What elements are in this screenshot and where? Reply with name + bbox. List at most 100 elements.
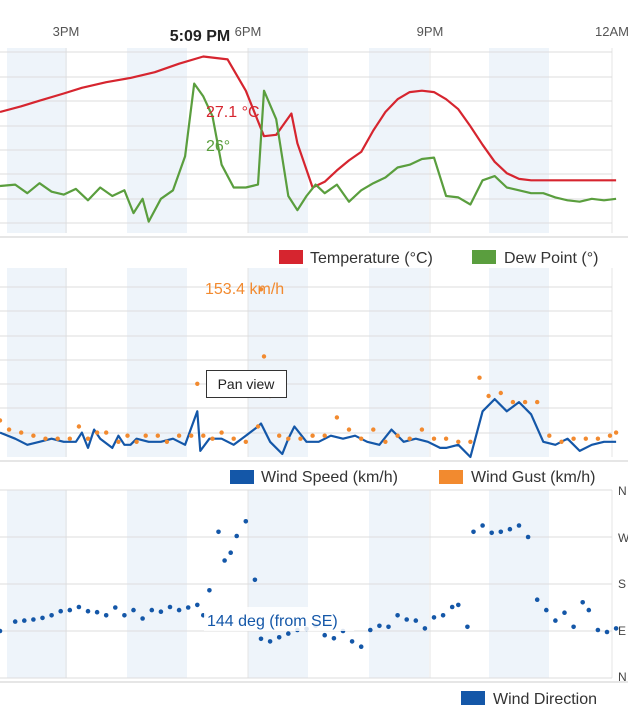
wind-gust-point <box>104 430 109 435</box>
wind-direction-point <box>525 534 531 540</box>
wind-gust-point <box>85 436 91 441</box>
wind-direction-point <box>185 605 191 610</box>
wind-direction-point <box>489 530 495 536</box>
crosshair-label: 5:09 PM <box>166 22 234 46</box>
wind-direction-point <box>176 607 182 613</box>
wind-gust-point <box>243 439 248 444</box>
wind-gust-point <box>0 418 3 423</box>
x-tick-label: 3PM <box>53 24 80 39</box>
wind-direction-point <box>422 626 428 631</box>
wind-direction-point <box>404 617 410 622</box>
wind-gust-point <box>298 436 303 441</box>
wind-gust-point <box>210 436 215 441</box>
wind-direction-point <box>516 523 522 528</box>
wind-direction-point <box>40 615 45 621</box>
wind-gust-point <box>255 424 261 429</box>
wind-direction-point <box>480 523 485 528</box>
wind-gust-point <box>310 433 315 438</box>
wind-direction-point <box>604 629 610 635</box>
wind-gust-point <box>535 399 540 405</box>
wind-direction-point <box>358 644 364 649</box>
wind-direction-point <box>286 631 291 636</box>
wind-direction-point <box>103 613 109 618</box>
pan-view-tooltip: Pan view <box>206 370 287 398</box>
wind-gust-point <box>498 390 503 396</box>
wind-gust-point <box>189 433 194 438</box>
wind-direction-point <box>94 609 100 615</box>
wind-direction-value-label: 144 deg (from SE) <box>207 613 338 630</box>
wind-direction-point <box>431 615 437 620</box>
wind-direction-point <box>258 636 264 642</box>
wind-direction-point <box>571 624 576 630</box>
legend-swatch-dew-point <box>472 250 496 264</box>
wind-direction-point <box>228 550 233 555</box>
wind-direction-point <box>331 636 337 641</box>
wind-direction-point <box>580 600 585 605</box>
direction-axis: N W S E N <box>618 484 628 684</box>
wind-gust-point <box>125 433 130 438</box>
wind-gust-point <box>31 433 36 438</box>
legend-label-dew-point: Dew Point (°) <box>504 250 598 267</box>
direction-tick-label: W <box>618 531 628 545</box>
wind-gust-point <box>201 433 206 438</box>
legend-swatch-temperature <box>279 250 303 264</box>
x-tick-label: 12AM <box>595 24 628 39</box>
wind-direction-point <box>595 627 601 633</box>
wind-direction-point <box>195 602 200 608</box>
wind-gust-point <box>456 439 461 444</box>
wind-direction-point <box>131 607 136 613</box>
wind-direction-point <box>498 529 504 535</box>
temperature-line <box>0 55 617 189</box>
wind-gust-point <box>607 433 613 438</box>
legend-label-wind-gust: Wind Gust (km/h) <box>471 469 595 486</box>
wind-direction-point <box>49 613 54 618</box>
wind-gust-point <box>383 439 388 444</box>
wind-gust-point <box>613 430 619 435</box>
legend-swatch-wind-speed <box>230 470 254 484</box>
wind-direction-point <box>267 639 273 644</box>
time-label-background <box>166 22 234 46</box>
wind-gust-point <box>219 430 224 435</box>
wind-direction-point <box>58 608 63 614</box>
direction-panel <box>0 519 619 649</box>
x-tick-label: 6PM <box>235 24 262 39</box>
wind-direction-point <box>276 635 282 640</box>
wind-gust-point <box>547 433 552 438</box>
wind-direction-point <box>386 624 391 630</box>
wind-direction-point <box>122 613 127 618</box>
wind-direction-point <box>252 577 258 583</box>
wind-gust-point <box>277 433 282 438</box>
wind-gust-point <box>195 381 200 386</box>
wind-direction-point <box>31 617 36 622</box>
wind-gust-point <box>371 427 376 432</box>
wind-direction-point <box>216 529 221 535</box>
wind-direction-point <box>149 607 155 613</box>
legend-label-temperature: Temperature (°C) <box>310 250 433 267</box>
wind-panel <box>0 287 619 459</box>
wind-direction-point <box>140 616 145 621</box>
wind-gust-point <box>43 436 48 441</box>
time-label: 5:09 PM <box>170 28 230 45</box>
wind-gust-point <box>261 354 267 359</box>
wind-direction-point <box>471 529 476 535</box>
legend-label-wind-direction: Wind Direction <box>493 691 597 708</box>
direction-tick-label: S <box>618 577 626 591</box>
shaded-band <box>7 268 67 457</box>
wind-direction-point <box>586 607 592 613</box>
x-axis-ticks: 3PM 6PM 9PM 12AM <box>53 24 628 39</box>
legends: Temperature (°C) Dew Point (°) Wind Spee… <box>230 250 598 708</box>
legend-swatch-wind-gust <box>439 470 463 484</box>
wind-gust-point <box>359 436 364 441</box>
shaded-band <box>369 268 429 457</box>
wind-gust-point <box>395 433 400 438</box>
wind-direction-point <box>553 618 558 623</box>
wind-gust-point <box>94 430 100 435</box>
wind-gust-point <box>76 424 82 429</box>
wind-direction-point <box>544 607 549 613</box>
wind-gust-point <box>176 433 182 438</box>
wind-gust-point <box>19 430 24 435</box>
wind-gust-point <box>116 439 121 444</box>
wind-speed-line <box>0 398 617 459</box>
wind-direction-point <box>449 604 455 610</box>
